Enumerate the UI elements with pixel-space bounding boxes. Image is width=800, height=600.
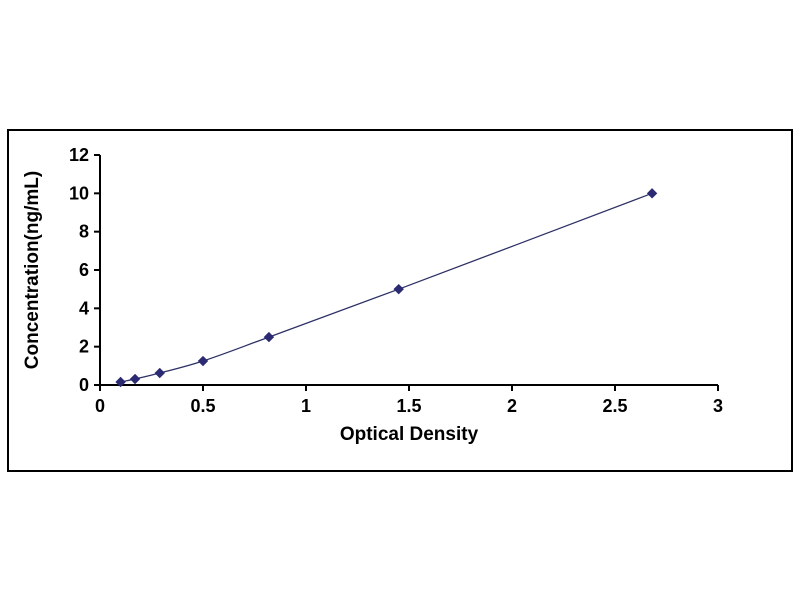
x-tick-label: 3 xyxy=(713,396,723,416)
data-point-marker xyxy=(154,367,165,379)
data-point-marker xyxy=(197,355,209,367)
x-tick-label: 0 xyxy=(95,396,105,416)
y-tick-label: 2 xyxy=(79,337,89,357)
data-point-marker xyxy=(646,188,658,199)
x-tick-label: 1.5 xyxy=(396,396,421,416)
y-axis-title: Concentration(ng/mL) xyxy=(22,171,43,369)
y-tick-label: 0 xyxy=(79,375,89,395)
y-tick-label: 12 xyxy=(69,145,89,165)
x-axis-title: Optical Density xyxy=(340,424,479,445)
y-tick-label: 8 xyxy=(79,222,89,242)
data-point-marker xyxy=(129,373,141,385)
x-tick-label: 2 xyxy=(507,396,517,416)
data-point-marker xyxy=(115,376,126,388)
x-tick-label: 0.5 xyxy=(190,396,215,416)
x-tick-label: 1 xyxy=(301,396,311,416)
data-point-marker xyxy=(263,331,275,343)
x-tick-label: 2.5 xyxy=(602,396,627,416)
y-tick-label: 10 xyxy=(69,183,89,203)
y-tick-label: 4 xyxy=(79,298,89,318)
data-point-marker xyxy=(393,283,404,295)
y-tick-label: 6 xyxy=(79,260,89,280)
chart-border xyxy=(7,129,793,472)
